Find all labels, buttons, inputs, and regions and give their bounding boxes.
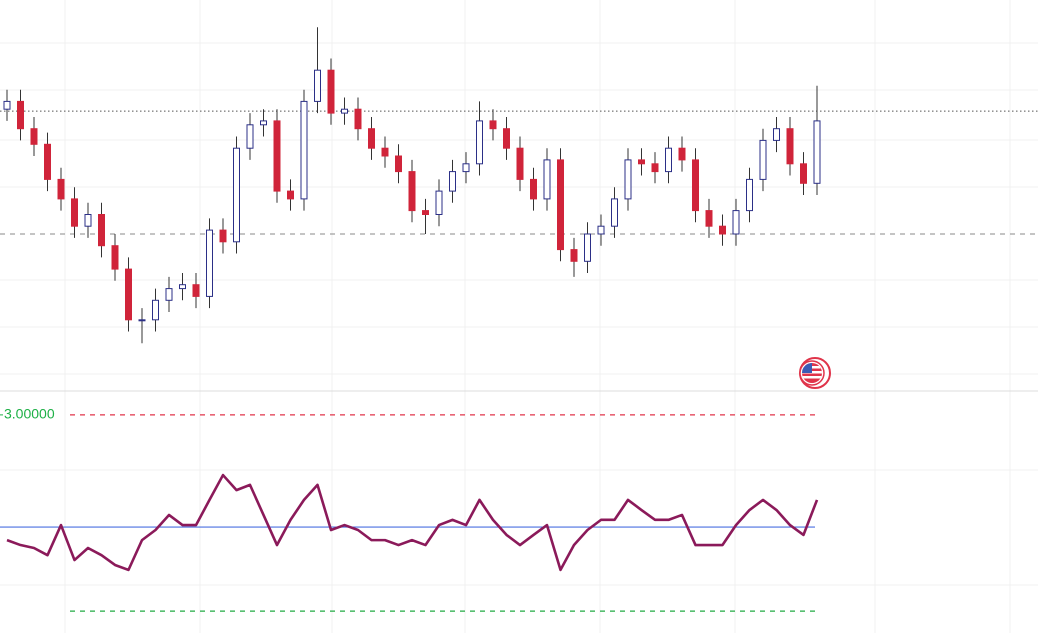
y-tick-label: 3.00000 [4,406,55,422]
candle-body [395,155,402,173]
flag-icon[interactable] [799,357,831,389]
candle-body [341,108,348,114]
candle-body [719,225,726,235]
candle-body [84,214,92,227]
candle-body [273,120,281,192]
candle-body [192,284,200,297]
candle-body [678,147,686,161]
candle-body [233,147,240,243]
candle-body [759,139,767,180]
candle-body [570,249,578,262]
candle-body [692,159,699,212]
candle-body [354,108,362,130]
candle-body [125,268,132,321]
candle-body [422,210,429,216]
candle-body [260,120,267,126]
candle-body [530,178,537,200]
candle-body [17,100,24,130]
candle-body [476,120,483,165]
candle-body [732,210,740,235]
candle-body [165,288,173,301]
candle-body [665,147,672,173]
candle-body [408,171,416,212]
candle-body [449,171,456,192]
candle-body [800,163,807,184]
candle-body [705,210,713,227]
candle-body [138,319,146,322]
candle-body [516,147,524,180]
candle-body [246,124,254,149]
candle-body [206,229,213,297]
indicator-line [6,473,819,572]
candle-body [71,198,78,227]
candle-body [746,178,753,212]
candle-body [503,128,510,149]
candle-body [179,284,186,290]
candle-body [611,198,618,227]
candle-body [300,100,308,200]
candle-body [435,190,443,216]
candle-body [57,178,65,200]
candle-body [786,128,794,165]
candle-body [111,245,119,270]
candle-body [98,214,105,247]
candle-body [3,100,11,110]
candle-body [624,159,632,200]
candle-body [314,69,321,102]
candle-body [368,128,375,149]
candle-body [489,120,497,130]
candle-body [462,163,470,173]
candle-body [219,229,227,243]
candle-body [813,120,821,184]
candle-body [584,233,591,262]
candle-body [597,225,605,235]
candle-body [287,190,294,200]
candle-body [638,159,645,165]
candle-body [381,147,389,157]
candle-body [557,159,564,251]
candle-body [152,299,159,321]
candle-body [773,128,780,141]
candle-body [543,159,551,200]
candle-body [651,163,659,173]
candle-body [30,128,38,145]
candle-body [44,143,51,180]
candle-body [327,69,335,114]
